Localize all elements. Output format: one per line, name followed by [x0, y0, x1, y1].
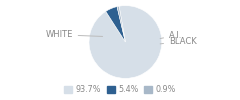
Wedge shape [89, 6, 162, 78]
Wedge shape [117, 6, 125, 42]
Text: WHITE: WHITE [45, 30, 103, 39]
Text: A.I.: A.I. [160, 31, 182, 40]
Text: BLACK: BLACK [160, 37, 197, 46]
Wedge shape [106, 7, 125, 42]
Legend: 93.7%, 5.4%, 0.9%: 93.7%, 5.4%, 0.9% [61, 82, 179, 98]
